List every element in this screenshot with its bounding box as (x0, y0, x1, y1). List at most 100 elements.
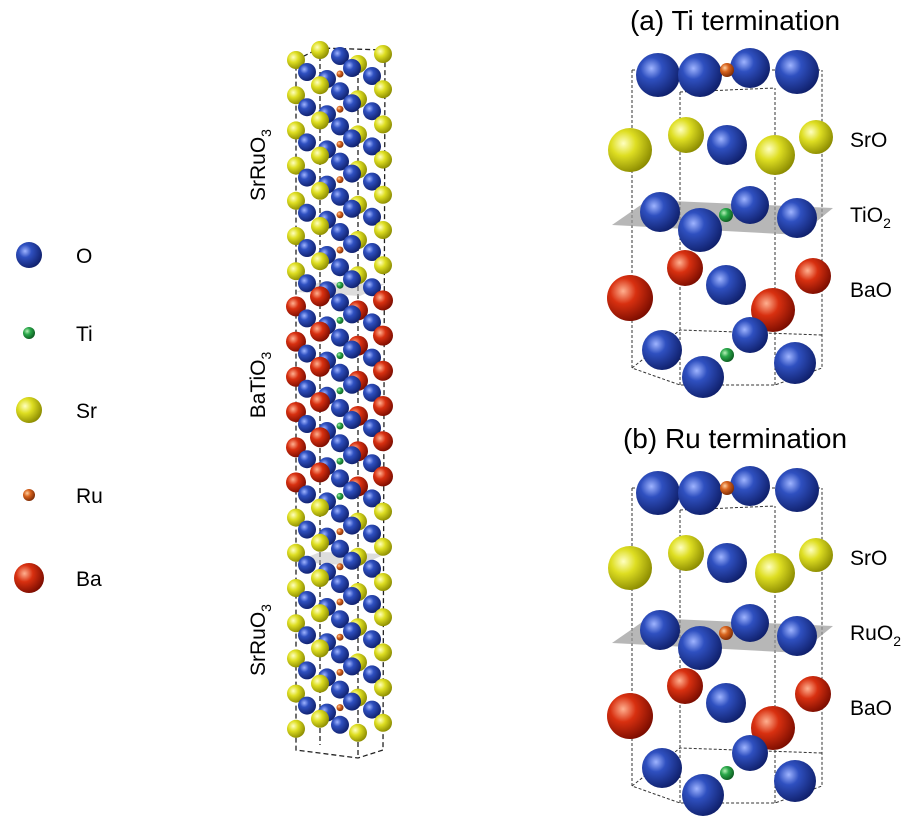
atom (373, 431, 393, 451)
atom (374, 45, 392, 63)
formula-base: BaO (850, 279, 892, 302)
formula-base: RuO (850, 622, 893, 645)
atom (343, 376, 361, 394)
atom (343, 481, 361, 499)
atom (298, 556, 316, 574)
atom (730, 48, 770, 88)
atom (668, 535, 704, 571)
atom (298, 697, 316, 715)
formula: SrO (850, 547, 887, 570)
atom (374, 679, 392, 697)
atom (795, 676, 831, 712)
atom (298, 169, 316, 187)
atom (374, 608, 392, 626)
atom (349, 724, 367, 742)
formula-base: BaO (850, 697, 892, 720)
atom (374, 503, 392, 521)
atom (343, 235, 361, 253)
atom (731, 186, 769, 224)
atom (337, 528, 344, 535)
atom (775, 468, 819, 512)
atom (343, 270, 361, 288)
figure: OTiSrRuBa SrRuO3BaTiO3SrRuO3 (a) Ti term… (0, 0, 921, 817)
atom (732, 735, 768, 771)
atom (298, 591, 316, 609)
atom (755, 135, 795, 175)
atom (343, 587, 361, 605)
formula-subscript: 2 (893, 633, 901, 649)
panel-b: (b) Ru terminationSrORuO2BaO (607, 423, 901, 816)
atom (310, 392, 330, 412)
atom (310, 427, 330, 447)
atom (23, 489, 35, 501)
formula-subscript: 3 (258, 352, 274, 360)
atom (374, 714, 392, 732)
atom (337, 669, 344, 676)
atom (343, 305, 361, 323)
atom (668, 117, 704, 153)
atom (298, 98, 316, 116)
legend-label: Ba (76, 568, 102, 591)
atom (337, 352, 344, 359)
atom (337, 71, 344, 78)
atom (374, 643, 392, 661)
atom (337, 141, 344, 148)
atom (373, 290, 393, 310)
atom (311, 76, 329, 94)
atom (719, 626, 733, 640)
atom (311, 639, 329, 657)
atom (374, 573, 392, 591)
atom (298, 133, 316, 151)
atom (374, 256, 392, 274)
atom (298, 204, 316, 222)
atom (337, 634, 344, 641)
atom (642, 330, 682, 370)
atom (640, 610, 680, 650)
atom (678, 626, 722, 670)
atom (14, 563, 44, 593)
atom (720, 63, 734, 77)
atom (678, 208, 722, 252)
atom (343, 200, 361, 218)
atom (374, 221, 392, 239)
atom (608, 546, 652, 590)
atom (607, 275, 653, 321)
atom (337, 599, 344, 606)
atom (343, 657, 361, 675)
atom (682, 356, 724, 398)
atom (373, 396, 393, 416)
atom (343, 165, 361, 183)
atom (636, 471, 680, 515)
atom (706, 683, 746, 723)
atom (682, 774, 724, 816)
atom (607, 693, 653, 739)
atom (777, 616, 817, 656)
formula: SrRuO3 (247, 604, 274, 676)
atom (337, 458, 344, 465)
atom (667, 668, 703, 704)
legend-label: Sr (76, 400, 97, 423)
atom (298, 521, 316, 539)
atom (337, 247, 344, 254)
atom (337, 423, 344, 430)
atom (337, 106, 344, 113)
atom (795, 258, 831, 294)
atom (374, 151, 392, 169)
atom (298, 239, 316, 257)
atom (16, 397, 42, 423)
atom (311, 147, 329, 165)
panel-title: (a) Ti termination (630, 5, 840, 36)
atom (23, 327, 35, 339)
atom (337, 176, 344, 183)
atom (343, 411, 361, 429)
atom (374, 80, 392, 98)
atom (298, 661, 316, 679)
legend-label: Ti (76, 323, 93, 346)
atom (337, 211, 344, 218)
atom (374, 115, 392, 133)
formula: BaO (850, 697, 892, 720)
formula-subscript: 3 (258, 604, 274, 612)
